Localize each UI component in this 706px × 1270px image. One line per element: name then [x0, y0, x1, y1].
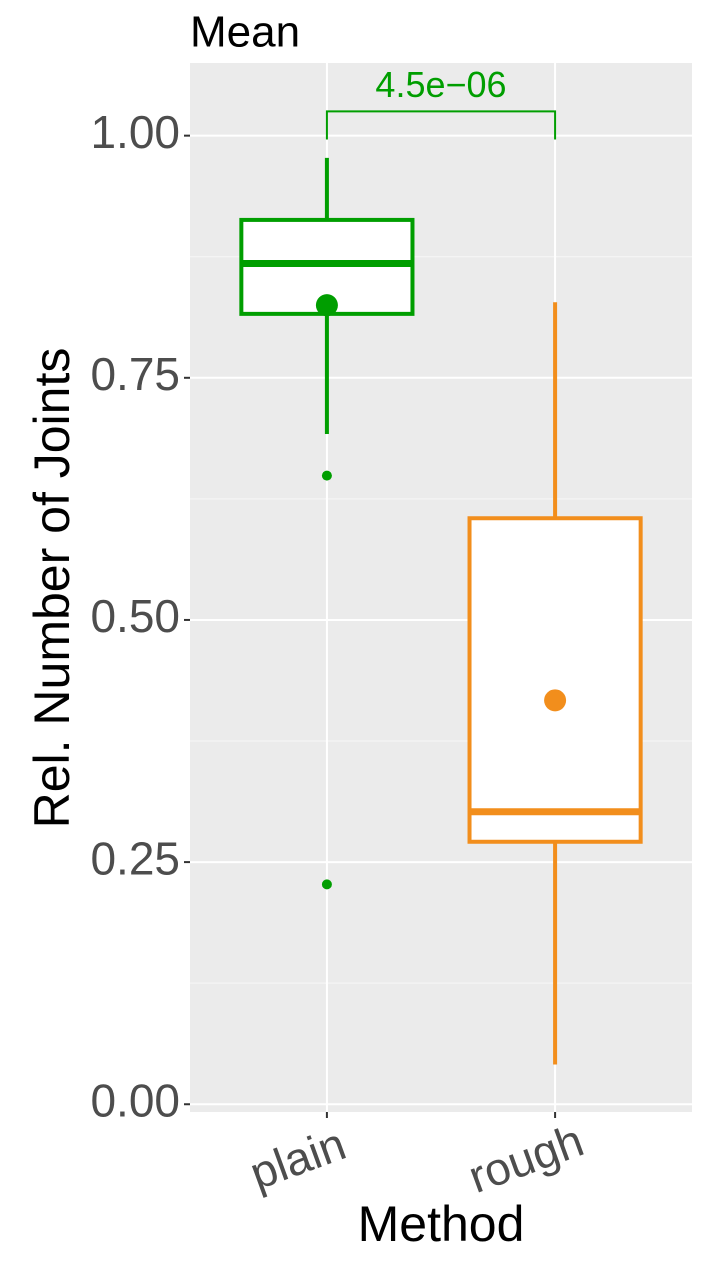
significance-bracket: [325, 110, 557, 140]
x-axis-title: Method: [358, 1196, 525, 1252]
significance-label: 4.5e−06: [375, 64, 506, 105]
y-axis-title: Rel. Number of Joints: [24, 348, 80, 829]
y-tick-label: 0.25: [90, 832, 180, 884]
x-tick-label: rough: [462, 1114, 590, 1203]
y-tick-label: 0.00: [90, 1074, 180, 1126]
x-tick-label: plain: [243, 1117, 352, 1199]
mean-point: [315, 294, 338, 317]
y-tick-label: 1.00: [90, 106, 180, 158]
y-tick-label: 0.75: [90, 348, 180, 400]
outlier: [321, 470, 332, 481]
chart-title: Mean: [190, 8, 300, 57]
y-tick-label: 0.50: [90, 590, 180, 642]
mean-point: [544, 689, 567, 712]
outlier: [321, 879, 332, 890]
box: [467, 516, 643, 844]
